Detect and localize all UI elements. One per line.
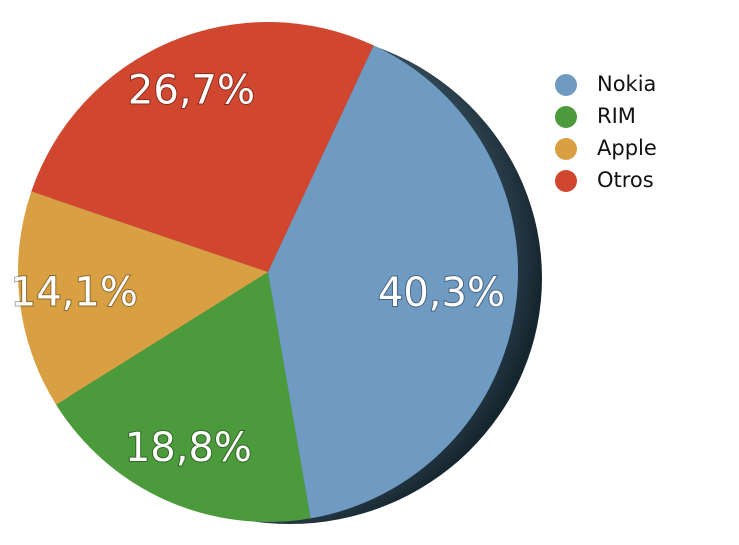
data-label: 14,1% <box>11 269 138 315</box>
data-labels: 40,3% 18,8% 14,1% 26,7% <box>10 67 506 472</box>
legend-label: RIM <box>597 104 636 128</box>
legend-label: Otros <box>597 168 654 192</box>
pie-slice <box>18 191 269 405</box>
pie-slice <box>31 21 374 273</box>
pie-slice <box>56 272 311 522</box>
data-label: 26,7% <box>128 68 255 114</box>
legend-marker <box>555 74 577 96</box>
legend-label: Apple <box>597 136 657 160</box>
legend-marker <box>555 106 577 128</box>
data-label: 40,3% <box>378 270 505 316</box>
pie <box>18 21 519 522</box>
pie-slice <box>268 45 519 519</box>
legend: Nokia RIM Apple Otros <box>555 72 657 192</box>
legend-marker <box>555 170 577 192</box>
data-label: 18,8% <box>125 425 252 471</box>
legend-label: Nokia <box>597 72 656 96</box>
legend-marker <box>555 138 577 160</box>
